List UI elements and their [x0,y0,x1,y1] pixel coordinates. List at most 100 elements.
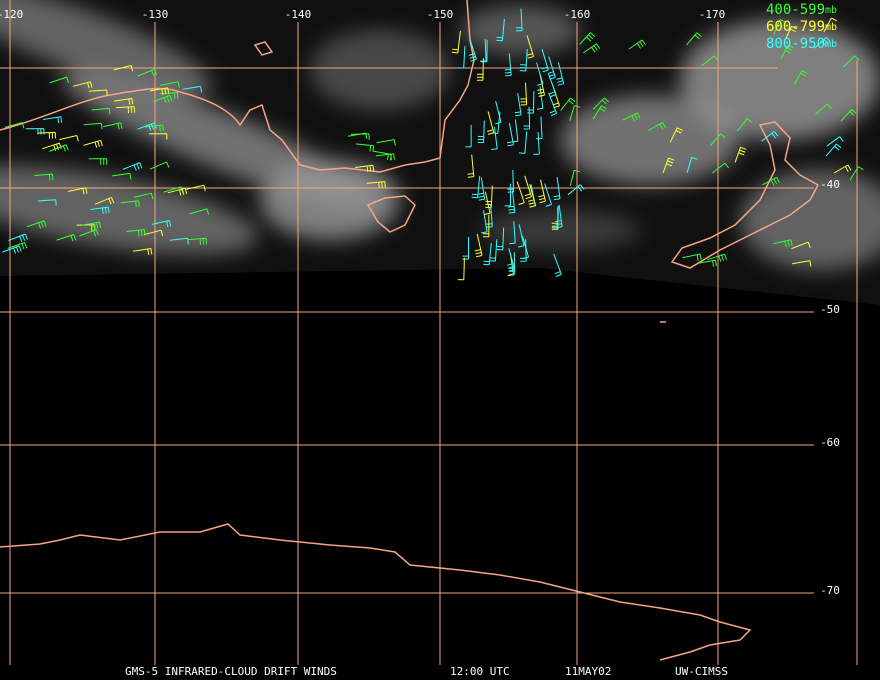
wind-barb [662,157,675,174]
wind-barb [480,39,488,63]
wind-barbs [2,8,864,281]
wind-barb [26,220,47,229]
latitude-labels: -40 -50 -60 -70 [820,178,840,597]
wind-barb [83,122,103,130]
wind-barb [508,190,516,214]
wind-barb [481,210,488,234]
wind-barb [122,162,143,171]
wind-barb [527,91,535,114]
wind-barb [160,81,180,88]
wind-barb [182,85,203,93]
wind-barb [515,8,523,32]
wind-barb [697,259,717,267]
wind-barb [474,233,483,258]
wind-barb [516,181,525,205]
longitude-label: -120 [0,8,23,21]
wind-barb [376,139,396,146]
longitude-label: -170 [699,8,726,21]
wind-barb [68,187,88,195]
wind-barb [366,181,386,189]
wind-barb [495,100,502,125]
wind-barb [144,124,164,132]
wind-barb [849,166,864,181]
wind-barb [152,94,173,104]
wind-barb [59,135,79,142]
wind-barb [491,126,498,150]
wind-barb [541,48,549,73]
latitude-label: -50 [820,303,840,316]
wind-barb [116,106,135,113]
wind-barb [94,196,115,205]
wind-barb [451,30,461,54]
wind-barb [4,122,25,129]
wind-barb [37,131,56,139]
latitude-label: -40 [820,178,840,191]
wind-barb [508,252,516,275]
wind-barb [686,157,698,173]
wind-barb [8,233,28,242]
wind-barb [567,184,585,196]
wind-barb [479,38,487,62]
wind-barb [79,229,99,237]
wind-barb [536,62,544,86]
wind-barb [791,241,811,250]
wind-barb [169,237,189,245]
wind-barb [517,224,525,248]
wind-barb [42,142,62,151]
wind-barb [476,58,484,81]
wind-barb [149,161,170,170]
wind-barb [49,76,70,84]
wind-barb [149,87,170,95]
wind-barb [826,136,844,147]
footer-source: UW-CIMSS [675,665,728,678]
wind-barb [483,242,492,266]
wind-barb [556,62,565,86]
wind-barb [533,132,540,155]
wind-barb [34,173,54,181]
wind-barb [148,133,168,140]
wind-barb [37,199,57,206]
wind-barb [137,122,157,131]
wind-barb [103,122,123,130]
wind-barb [712,162,729,174]
wind-barb [114,98,134,105]
wind-barb [373,150,392,161]
wind-barb [538,179,546,204]
wind-barb [592,105,607,120]
wind-barb [504,183,512,207]
wind-barb [91,107,111,115]
wind-barb [544,183,552,207]
wind-barb [524,175,532,200]
wind-barb [579,32,596,45]
wind-barb [72,81,93,89]
wind-barb [112,172,132,180]
wind-barb [151,220,172,228]
wind-barb [457,257,465,281]
wind-barb [553,253,562,277]
wind-barb [547,56,556,80]
wind-barb [548,92,558,117]
wind-barb [825,143,842,157]
wind-barb [496,227,505,251]
wind-barb [842,55,860,68]
wind-barb [814,36,831,49]
wind-barb [25,128,45,135]
wind-barb [522,235,529,260]
wind-barb [489,239,498,262]
wind-barb [507,248,516,272]
footer-product: GMS-5 INFRARED-CLOUD DRIFT WINDS [125,665,337,678]
legend-entry: 400-599mb [766,2,837,18]
legend: 400-599mb 600-799mb 800-950mb [766,2,837,52]
wind-barb [83,139,103,148]
wind-barb [523,106,531,130]
wind-barb [167,187,188,196]
wind-barb [701,55,719,67]
wind-barb [551,205,559,229]
wind-barb [784,25,798,42]
longitude-label: -150 [427,8,454,21]
wind-barb [569,105,581,122]
wind-barb [682,253,702,261]
latitude-label: -60 [820,436,840,449]
wind-barb [823,17,837,33]
